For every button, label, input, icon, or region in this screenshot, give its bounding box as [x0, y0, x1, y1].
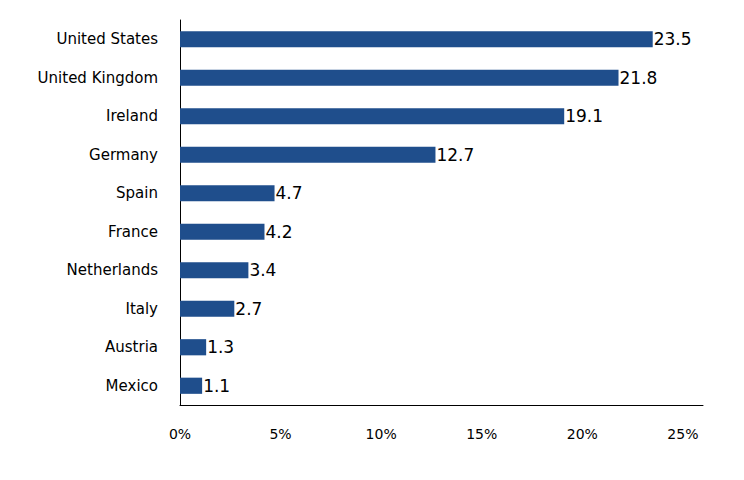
svg-text:Germany: Germany [89, 146, 158, 164]
svg-text:25%: 25% [667, 426, 698, 442]
svg-text:United Kingdom: United Kingdom [38, 69, 158, 87]
svg-text:Italy: Italy [125, 300, 158, 318]
svg-text:15%: 15% [466, 426, 497, 442]
svg-text:Austria: Austria [105, 338, 158, 356]
svg-text:4.7: 4.7 [276, 183, 303, 203]
svg-text:France: France [108, 223, 158, 241]
svg-text:1.3: 1.3 [207, 337, 234, 357]
svg-text:Netherlands: Netherlands [67, 261, 159, 279]
svg-text:2.7: 2.7 [235, 299, 262, 319]
svg-text:Mexico: Mexico [106, 377, 158, 395]
svg-text:Spain: Spain [116, 184, 158, 202]
svg-text:United States: United States [56, 30, 158, 48]
svg-text:19.1: 19.1 [565, 106, 603, 126]
svg-text:5%: 5% [269, 426, 291, 442]
svg-text:4.2: 4.2 [265, 222, 292, 242]
svg-text:20%: 20% [567, 426, 598, 442]
svg-text:21.8: 21.8 [620, 68, 658, 88]
svg-text:0%: 0% [169, 426, 191, 442]
svg-text:3.4: 3.4 [249, 260, 276, 280]
svg-text:Ireland: Ireland [106, 107, 158, 125]
svg-text:10%: 10% [366, 426, 397, 442]
svg-text:23.5: 23.5 [654, 29, 692, 49]
svg-text:12.7: 12.7 [436, 145, 474, 165]
svg-text:1.1: 1.1 [203, 376, 230, 396]
